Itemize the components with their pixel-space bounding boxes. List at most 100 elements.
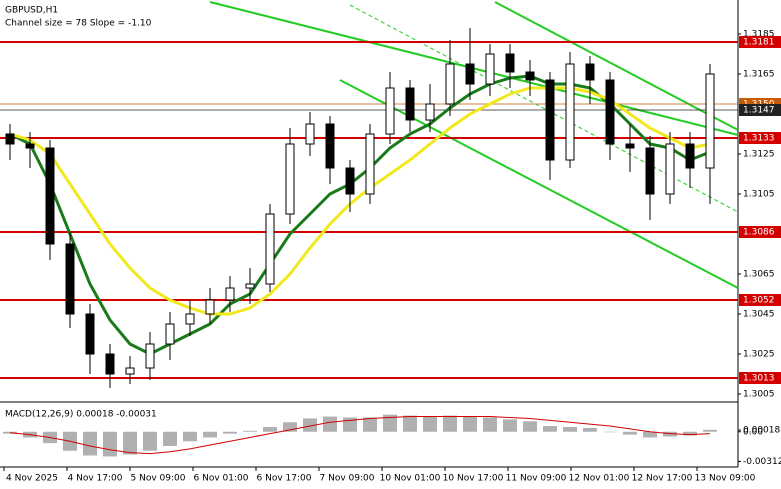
candle-body [145, 343, 155, 369]
candle-body [505, 53, 515, 73]
candle-body [65, 243, 75, 315]
candle-body [305, 123, 315, 145]
candle-body [345, 167, 355, 195]
macd-bar [643, 431, 657, 438]
candle-body [245, 283, 255, 289]
macd-bar [103, 431, 117, 457]
y-tick-label: 1.3165 [743, 70, 775, 80]
macd-title: MACD(12,26,9) 0.00018 -0.00031 [5, 410, 157, 420]
macd-bar [403, 415, 417, 432]
macd-bar [223, 431, 237, 434]
macd-bar [163, 431, 177, 446]
macd-bar [623, 431, 637, 435]
candle-body [205, 299, 215, 315]
macd-bar [383, 414, 397, 432]
macd-bar [183, 431, 197, 442]
candle-body [625, 143, 635, 149]
x-tick-label: 6 Nov 17:00 [257, 474, 312, 484]
candle-body [665, 143, 675, 195]
candle-body [285, 143, 295, 215]
candle-body [685, 143, 695, 169]
chart-subtitle: Channel size = 78 Slope = -1.10 [5, 19, 152, 29]
candle-body [605, 79, 615, 145]
level-label: 1.3133 [743, 134, 775, 144]
macd-bar [583, 427, 597, 432]
candle-body [405, 87, 415, 121]
y-tick-label: 1.3005 [743, 390, 775, 400]
y-tick-label: 1.3125 [743, 150, 775, 160]
candle-body [225, 287, 235, 301]
macd-bar [423, 416, 437, 432]
macd-bar [203, 431, 217, 438]
level-label-box [739, 294, 781, 306]
y-tick-label: 1.3045 [743, 310, 775, 320]
candle-body [85, 313, 95, 355]
chart-title: GBPUSD,H1 [5, 6, 58, 16]
macd-tick-label: -0.00312 [743, 457, 781, 467]
candle-body [125, 367, 135, 375]
y-tick-label: 1.3185 [743, 30, 775, 40]
macd-bar [143, 431, 157, 451]
candle-body [185, 313, 195, 325]
macd-bar [523, 421, 537, 432]
price-label: 1.3147 [743, 106, 775, 116]
macd-bar [683, 431, 697, 436]
level-label-box [739, 36, 781, 48]
macd-bar [263, 427, 277, 432]
candle-body [45, 147, 55, 245]
channel-upper-2 [494, 1, 739, 131]
level-label: 1.3086 [743, 228, 775, 238]
candle-body [545, 79, 555, 161]
macd-tick-label: 0.00018 [743, 426, 780, 436]
level-label-box [739, 226, 781, 238]
macd-bar [303, 418, 317, 432]
level-label: 1.3181 [743, 38, 775, 48]
x-tick-label: 6 Nov 01:00 [194, 474, 249, 484]
candle-body [5, 133, 15, 145]
candle-body [465, 63, 475, 85]
level-label: 1.3052 [743, 296, 775, 306]
candle-body [485, 53, 495, 85]
moving-average [9, 74, 711, 356]
y-tick-label: 1.3105 [743, 190, 775, 200]
moving-average [9, 86, 711, 316]
candle-body [105, 353, 115, 375]
macd-bar [323, 416, 337, 432]
x-tick-label: 13 Nov 09:00 [695, 474, 756, 484]
macd-signal [9, 416, 711, 455]
candle-body [645, 147, 655, 195]
macd-tick-label: 0.00 [743, 427, 763, 437]
x-tick-label: 12 Nov 01:00 [569, 474, 630, 484]
candle-body [165, 323, 175, 345]
level-label-box [739, 372, 781, 384]
macd-bar [463, 416, 477, 432]
macd-bar [283, 422, 297, 432]
macd-bar [703, 429, 717, 432]
x-tick-label: 10 Nov 01:00 [380, 474, 441, 484]
candle-body [385, 87, 395, 135]
x-tick-label: 10 Nov 17:00 [443, 474, 504, 484]
x-tick-label: 11 Nov 09:00 [506, 474, 567, 484]
y-tick-label: 1.3025 [743, 350, 775, 360]
macd-bar [443, 415, 457, 432]
x-tick-label: 7 Nov 09:00 [320, 474, 375, 484]
macd-bar [603, 431, 617, 433]
macd-bar [363, 417, 377, 432]
x-tick-label: 12 Nov 17:00 [632, 474, 693, 484]
candle-body [705, 73, 715, 169]
x-tick-label: 4 Nov 17:00 [68, 474, 123, 484]
x-tick-label: 4 Nov 2025 [6, 474, 58, 484]
macd-bar [123, 431, 137, 455]
candle-body [585, 63, 595, 81]
candle-body [365, 133, 375, 195]
candle-body [525, 71, 535, 81]
macd-bar [543, 426, 557, 432]
x-tick-label: 5 Nov 09:00 [131, 474, 186, 484]
price-label-box [739, 104, 781, 116]
candle-body [25, 143, 35, 149]
macd-bar [483, 417, 497, 432]
macd-bar [503, 419, 517, 432]
level-label: 1.3013 [743, 374, 775, 384]
candle-body [425, 103, 435, 121]
